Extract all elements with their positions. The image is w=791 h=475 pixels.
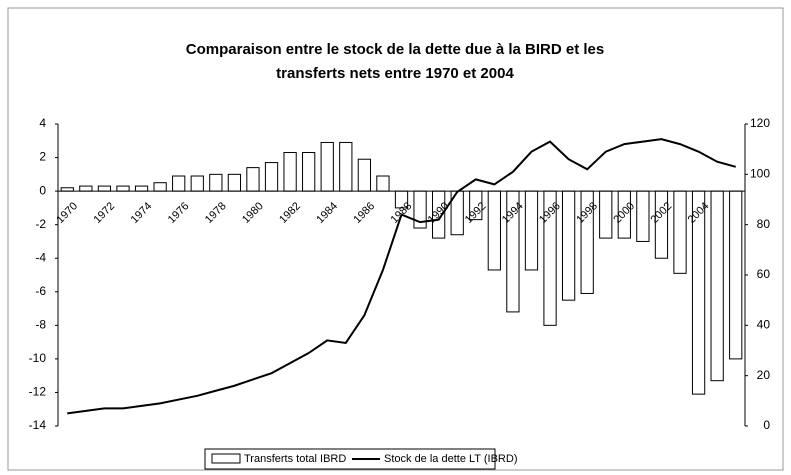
legend-label: Transferts total IBRD (244, 453, 346, 465)
y-tick-label: 0 (39, 183, 46, 197)
bar (79, 185, 93, 192)
bar (60, 187, 74, 192)
legend (204, 448, 496, 470)
bar (116, 185, 130, 192)
bar (357, 158, 371, 192)
bar (673, 190, 687, 274)
bar (134, 185, 149, 192)
bar (599, 190, 613, 239)
bar (227, 173, 242, 192)
y2-tick-label: 60 (757, 267, 771, 281)
y2-tick-label: 0 (763, 418, 770, 432)
bar (97, 185, 112, 192)
y-tick-label: 4 (39, 116, 46, 130)
bar (524, 190, 539, 271)
y-tick-label: -8 (35, 318, 46, 332)
y-tick-label: -6 (35, 284, 46, 298)
chart-title: transferts nets entre 1970 et 2004 (276, 65, 514, 82)
bar (376, 175, 390, 192)
y-tick-label: -10 (29, 351, 47, 365)
bar (487, 190, 501, 271)
bar (283, 152, 297, 192)
chart-frame (7, 7, 784, 471)
bar (302, 152, 316, 192)
y2-tick-label: 120 (750, 116, 770, 130)
chart-title: Comparaison entre le stock de la dette d… (186, 41, 604, 58)
y2-tick-label: 20 (757, 368, 771, 382)
bar (561, 190, 576, 301)
y-tick-label: -12 (29, 385, 47, 399)
bar (190, 175, 204, 192)
y2-tick-label: 40 (757, 318, 771, 332)
legend-swatch (211, 453, 241, 464)
bar (710, 190, 724, 382)
legend-label: Stock de la dette LT (IBRD) (384, 453, 517, 465)
bar (729, 190, 743, 360)
y2-tick-label: 80 (757, 217, 771, 231)
bar (172, 175, 186, 192)
y-tick-label: -14 (29, 418, 47, 432)
bar (636, 190, 650, 242)
bar (320, 141, 334, 192)
line (67, 138, 736, 415)
bar (264, 162, 279, 192)
y-tick-label: -4 (35, 250, 46, 264)
bar (209, 173, 223, 192)
y2-tick-label: 100 (750, 167, 770, 181)
y-tick-label: 2 (39, 150, 46, 164)
bar (246, 167, 260, 192)
y-tick-label: -2 (35, 217, 46, 231)
bar (153, 182, 167, 192)
bar (339, 141, 353, 192)
